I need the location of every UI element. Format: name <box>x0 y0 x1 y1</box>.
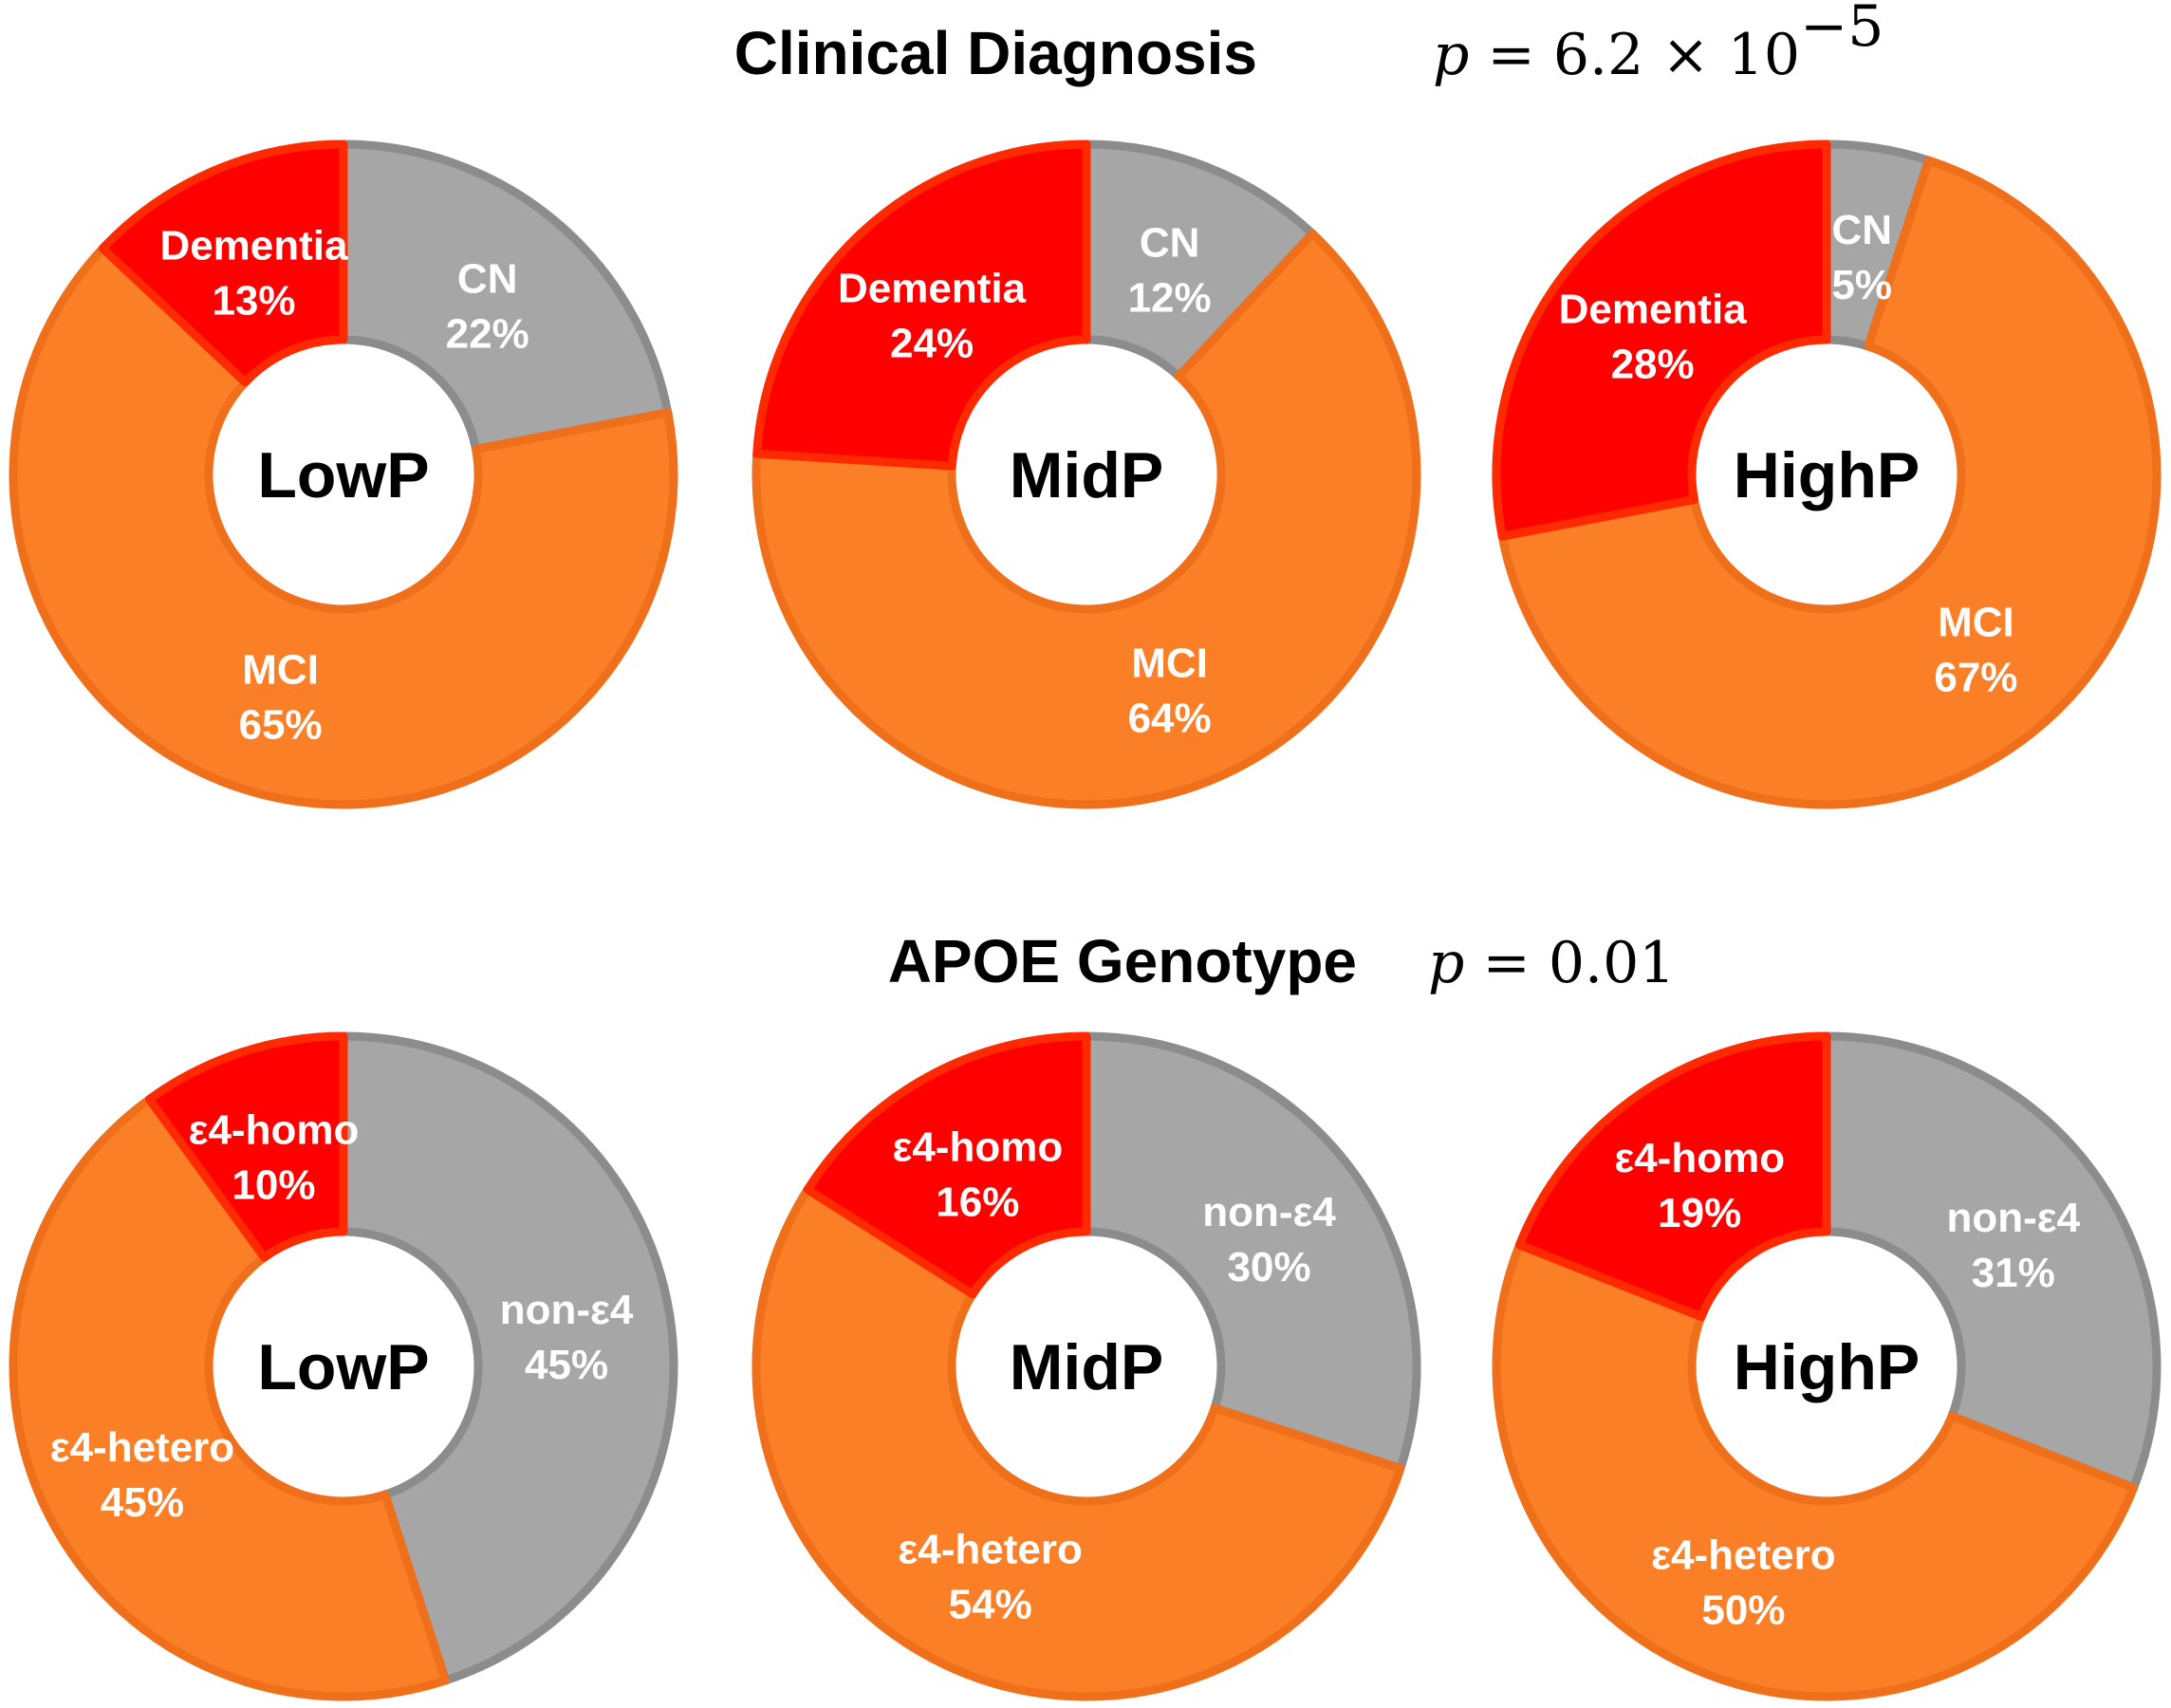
slice-e4-hetero <box>1492 1240 2139 1700</box>
slice-label-name: MCI <box>242 647 319 694</box>
slice-label-name: Dementia <box>159 223 348 269</box>
slice-label-cn: CN 22% <box>446 256 529 358</box>
slice-label-name: CN <box>457 256 518 303</box>
slice-label-name: Dementia <box>838 266 1027 312</box>
slice-label-non-e4: non-ε4 31% <box>1947 1195 2081 1296</box>
slice-label-percent: 65% <box>239 702 323 749</box>
slice-label-name: non-ε4 <box>500 1287 634 1333</box>
slice-label-percent: 10% <box>232 1162 315 1209</box>
slice-label-percent: 16% <box>936 1179 1019 1225</box>
p-symbol-apoe: p <box>1428 930 1464 996</box>
slice-e4-homo <box>144 1031 348 1262</box>
row-title-apoe: APOE Genotype p = 0.01 <box>888 927 1676 996</box>
slice-non-e4 <box>1082 1031 1421 1474</box>
slice-label-e4-hetero: ε4-hetero 45% <box>50 1424 234 1526</box>
slice-cn <box>1082 139 1317 381</box>
slice-label-name: ε4-hetero <box>898 1526 1082 1572</box>
slice-label-percent: 67% <box>1934 655 2017 701</box>
slice-non-e4 <box>339 1031 678 1685</box>
slice-label-non-e4: non-ε4 45% <box>500 1287 634 1388</box>
slice-label-percent: 13% <box>212 278 295 325</box>
slice-label-percent: 64% <box>1128 695 1212 741</box>
p-value-apoe: p = 0.01 <box>1428 930 1675 996</box>
slice-dementia <box>752 139 1091 471</box>
slice-mci <box>9 244 678 809</box>
slice-label-name: ε4-homo <box>1614 1135 1785 1181</box>
center-label-midp: MidP <box>1010 439 1163 511</box>
row-title-clinical: Clinical Diagnosis p = 6.2 × 10−5 <box>734 0 1884 88</box>
p-symbol-clinical: p <box>1433 22 1469 88</box>
slice-e4-hetero <box>9 1094 451 1701</box>
slice-label-mci: MCI 67% <box>1934 600 2017 701</box>
slice-label-cn: CN 5% <box>1831 207 1892 308</box>
slice-label-mci: MCI 65% <box>239 647 323 749</box>
slice-non-e4 <box>1822 1031 2162 1493</box>
slice-label-name: CN <box>1831 207 1892 253</box>
p-value-clinical: p = 6.2 × 10−5 <box>1433 0 1883 88</box>
slice-label-percent: 45% <box>525 1342 608 1388</box>
donut-clinical-diagnosis-lowp: CN 22% MCI 65% Dementia 13% LowP <box>9 139 678 809</box>
donut-apoe-genotype-lowp: non-ε4 45% ε4-hetero 45% ε4-homo 10% LowP <box>9 1031 678 1701</box>
slice-label-percent: 19% <box>1658 1190 1741 1236</box>
center-label-midp: MidP <box>1010 1331 1163 1403</box>
slice-cn <box>339 139 673 454</box>
slice-label-e4-homo: ε4-homo 19% <box>1614 1135 1785 1236</box>
row-title-clinical-text: Clinical Diagnosis <box>734 19 1257 87</box>
slice-label-dementia: Dementia 13% <box>159 223 348 325</box>
slice-label-name: ε4-homo <box>189 1107 360 1154</box>
slice-mci <box>1497 156 2162 809</box>
p-exponent-clinical: −5 <box>1800 0 1883 60</box>
slice-label-name: non-ε4 <box>1947 1195 2081 1241</box>
slice-label-percent: 31% <box>1972 1250 2055 1296</box>
slice-label-name: ε4-homo <box>892 1123 1063 1170</box>
slice-e4-homo <box>803 1031 1091 1299</box>
slice-label-e4-homo: ε4-homo 10% <box>189 1107 360 1209</box>
donut-apoe-genotype-midp: non-ε4 30% ε4-hetero 54% ε4-homo 16% MidP <box>752 1031 1421 1701</box>
slice-label-percent: 30% <box>1228 1244 1311 1290</box>
slice-label-percent: 22% <box>446 311 529 358</box>
slice-label-name: ε4-hetero <box>1651 1532 1835 1578</box>
slice-label-percent: 24% <box>890 321 974 367</box>
slice-label-e4-hetero: ε4-hetero 54% <box>898 1526 1082 1627</box>
center-label-lowp: LowP <box>257 439 429 511</box>
slice-label-e4-homo: ε4-homo 16% <box>892 1123 1063 1225</box>
slice-label-cn: CN 12% <box>1128 220 1212 322</box>
p-rest-apoe: = 0.01 <box>1464 930 1675 996</box>
slice-label-dementia: Dementia 28% <box>1559 286 1748 387</box>
slice-label-e4-hetero: ε4-hetero 50% <box>1651 1532 1835 1633</box>
slice-label-mci: MCI 64% <box>1128 640 1212 741</box>
center-label-highp: HighP <box>1734 439 1920 511</box>
slice-label-name: non-ε4 <box>1202 1189 1336 1235</box>
slice-dementia <box>98 139 348 387</box>
center-label-lowp: LowP <box>257 1331 429 1403</box>
slice-label-dementia: Dementia 24% <box>838 266 1027 367</box>
donut-apoe-genotype-highp: non-ε4 31% ε4-hetero 50% ε4-homo 19% HighP <box>1492 1031 2162 1700</box>
slice-label-non-e4: non-ε4 30% <box>1202 1189 1336 1290</box>
slice-label-name: ε4-hetero <box>50 1424 234 1471</box>
slice-label-percent: 54% <box>949 1581 1032 1627</box>
slice-label-percent: 50% <box>1701 1587 1785 1633</box>
p-rest-clinical: = 6.2 × 10 <box>1469 22 1800 88</box>
slice-dementia <box>1492 139 1831 541</box>
donut-clinical-diagnosis-highp: CN 5% MCI 67% Dementia 28% HighP <box>1492 139 2162 809</box>
slice-label-name: MCI <box>1938 600 2014 646</box>
row-title-apoe-text: APOE Genotype <box>888 927 1357 995</box>
slice-label-percent: 5% <box>1831 262 1892 308</box>
slice-label-name: Dementia <box>1559 286 1748 332</box>
slice-label-percent: 28% <box>1611 341 1695 387</box>
slice-label-name: CN <box>1140 220 1200 267</box>
donut-charts: CN 22% MCI 65% Dementia 13% LowP CN 12% MCI 64% Dem… <box>9 139 2162 1701</box>
slice-mci <box>752 229 1421 809</box>
slice-label-percent: 45% <box>101 1479 184 1526</box>
donut-clinical-diagnosis-midp: CN 12% MCI 64% Dementia 24% MidP <box>752 139 1421 809</box>
slice-label-percent: 12% <box>1128 275 1212 322</box>
slice-label-name: MCI <box>1131 640 1208 686</box>
slice-e4-hetero <box>752 1185 1405 1701</box>
center-label-highp: HighP <box>1734 1331 1920 1403</box>
slice-e4-homo <box>1514 1031 1831 1322</box>
